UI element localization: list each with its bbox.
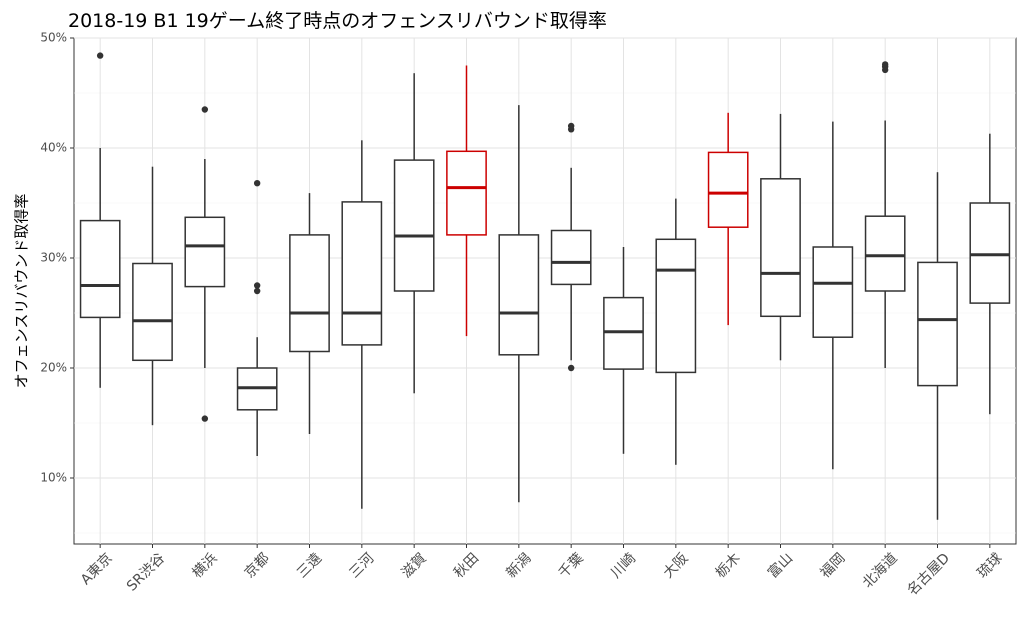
outlier-point [253,282,261,289]
outlier-point [201,106,209,113]
iqr-box [446,150,487,236]
box-栃木 [707,112,749,326]
outlier-point [96,52,104,59]
x-tick-label: 琉球 [974,550,1005,581]
box-三遠 [289,193,330,434]
chart-title: 2018-19 B1 19ゲーム終了時点のオフェンスリバウンド取得率 [68,10,607,32]
box-三河 [341,140,383,509]
y-tick-label: 10% [40,471,67,485]
y-axis: 10% 20% 30% 40% 50% [40,31,74,485]
iqr-box [550,229,592,286]
x-tick-label: 福岡 [817,550,848,581]
y-tick-label: 30% [40,251,67,265]
x-tick-label: 秋田 [451,550,482,581]
outlier-point [253,180,261,187]
iqr-box [184,216,226,288]
iqr-box [812,246,854,338]
box-秋田 [446,65,487,337]
x-tick-label: 三遠 [294,550,325,581]
x-axis: A東京 SR渋谷 横浜 京都 三遠 三河 滋賀 秋田 新潟 千葉 川崎 大阪 栃木 富山 福岡 北海道 名古屋D… [78,544,1005,599]
x-tick-label: SR渋谷 [124,550,168,594]
x-tick-label: 大阪 [660,550,691,581]
box-福岡 [812,121,854,470]
x-tick-label: A東京 [78,550,116,588]
outlier-point [567,122,575,130]
x-tick-label: 栃木 [713,550,744,581]
x-tick-label: 千葉 [556,550,587,581]
iqr-box [603,296,644,370]
box-新潟 [498,105,540,503]
x-tick-label: 京都 [242,550,273,581]
iqr-box [341,201,383,346]
box-A東京 [79,52,121,388]
box-京都 [236,180,278,456]
y-tick-label: 50% [40,31,67,45]
y-tick-label: 40% [40,141,67,155]
iqr-box [917,261,958,387]
y-tick-label: 20% [40,361,67,375]
box-富山 [760,113,801,361]
x-tick-label: 横浜 [189,550,220,581]
iqr-box [655,238,697,374]
x-tick-label: 三河 [346,550,377,581]
x-tick-label: 滋賀 [399,550,430,581]
x-tick-label: 名古屋D [904,550,953,599]
box-北海道 [864,61,906,368]
iqr-box [760,178,801,318]
box-SR渋谷 [132,166,173,426]
iqr-box [79,219,121,319]
outlier-point [881,61,889,68]
box-琉球 [969,133,1011,415]
box-滋賀 [393,73,435,394]
boxes [79,52,1011,520]
plot-panel [73,37,1017,545]
box-千葉 [550,122,592,372]
x-tick-label: 川崎 [608,550,639,581]
iqr-box [707,151,749,228]
iqr-box [864,215,906,292]
box-名古屋D [917,172,958,520]
x-tick-label: 新潟 [503,550,534,581]
outlier-point [567,364,575,372]
outlier-point [201,415,209,422]
y-axis-title: オフェンスリバウンド取得率 [13,194,31,389]
box-大阪 [655,198,697,465]
box-横浜 [184,106,226,422]
outlier-point [253,287,261,295]
iqr-box [393,159,435,292]
iqr-box [289,234,330,353]
iqr-box [969,202,1011,304]
x-tick-label: 富山 [764,550,796,582]
x-tick-label: 北海道 [860,550,901,591]
box-川崎 [603,247,644,454]
iqr-box [132,262,173,362]
iqr-box [498,234,540,356]
